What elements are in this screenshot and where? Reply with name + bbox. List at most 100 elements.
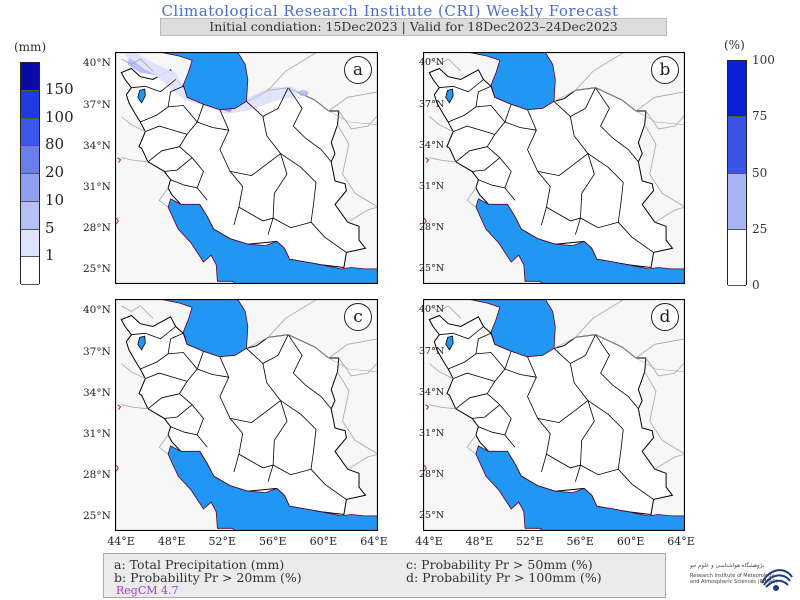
prob-legend-swatch	[728, 117, 746, 174]
persian-gulf	[167, 198, 378, 284]
lon-label: 44°E	[415, 535, 443, 548]
neighbor-boundary	[158, 434, 173, 458]
province-boundary	[553, 348, 595, 482]
province-boundary	[475, 332, 492, 354]
precip-legend-swatch	[21, 146, 39, 174]
lat-label: 28°N	[83, 222, 111, 235]
lat-label: 31°N	[419, 180, 445, 192]
lat-label: 37°N	[419, 98, 445, 110]
province-boundary	[246, 101, 288, 235]
neighbor-boundary	[575, 52, 625, 91]
coastline-fragment	[423, 464, 427, 472]
precip-legend-label: 1	[45, 246, 55, 265]
neighbor-boundary	[429, 116, 454, 132]
neighbor-boundary	[429, 157, 456, 163]
precip-legend-swatch	[21, 229, 39, 258]
province-boundary	[145, 372, 188, 382]
lat-label: 40°N	[419, 57, 445, 69]
lat-label: 40°N	[419, 304, 445, 316]
prob-legend-bar	[727, 60, 747, 286]
province-boundary	[197, 121, 229, 131]
neighbor-boundary	[553, 87, 685, 126]
logo-text-en2: and Atmospheric Sciences (RIMAS)	[690, 579, 778, 585]
precip-legend-label: 10	[45, 190, 65, 209]
precip-legend-swatch	[21, 118, 39, 147]
province-boundary	[131, 326, 176, 340]
coastline-fragment	[115, 464, 119, 472]
prob-legend-swatch	[728, 229, 746, 286]
forecast-subtitle: Initial condiation: 15Dec2023 | Valid fo…	[160, 18, 667, 36]
province-boundary	[230, 153, 281, 177]
province-boundary	[472, 404, 501, 419]
precip-legend-label: 20	[45, 163, 65, 181]
neighbor-boundary	[575, 299, 625, 338]
caspian-sea	[467, 52, 556, 111]
map-frame	[423, 299, 685, 531]
lon-label: 48°E	[465, 535, 494, 548]
province-boundary	[262, 334, 289, 364]
prob-legend-unit: (%)	[724, 38, 745, 52]
map-svg	[115, 299, 378, 531]
province-boundary	[262, 87, 289, 117]
lon-label: 48°E	[157, 535, 186, 548]
lat-label: 25°N	[419, 510, 445, 522]
province-boundary	[238, 453, 312, 476]
province-boundary	[478, 179, 505, 189]
logo-text-en1: Research Institute of Meteorology	[690, 573, 775, 579]
persian-gulf	[167, 445, 378, 531]
neighbor-boundary	[429, 58, 462, 72]
neighbor-boundary	[121, 157, 148, 163]
province-boundary	[280, 400, 347, 500]
panel-letter: a	[344, 56, 372, 84]
neighbor-boundary	[429, 305, 462, 319]
province-boundary	[280, 153, 347, 253]
province-boundary	[439, 79, 484, 93]
neighbor-boundary	[635, 338, 685, 359]
neighbor-boundary	[635, 91, 685, 112]
page-title: Climatological Research Institute (CRI) …	[161, 2, 619, 20]
province-boundary	[287, 334, 332, 410]
neighbor-boundary	[553, 334, 685, 373]
desc-c: c: Probability Pr > 50mm (%)	[406, 557, 593, 572]
precip-legend-swatch	[21, 201, 39, 230]
map-svg	[423, 52, 685, 284]
lake-urmia	[137, 335, 146, 351]
prob-legend-label: 75	[752, 109, 768, 124]
persian-gulf	[475, 198, 685, 284]
map-frame	[423, 52, 685, 284]
desc-d: d: Probability Pr > 100mm (%)	[406, 570, 602, 585]
map-svg	[115, 52, 378, 284]
prob-legend-label: 50	[752, 165, 768, 180]
province-boundary	[455, 146, 488, 163]
map-panel-a: a	[115, 52, 378, 284]
lon-label: 52°E	[516, 535, 544, 548]
lat-label: 34°N	[83, 139, 111, 152]
lat-label: 31°N	[83, 180, 111, 193]
province-boundary	[145, 125, 188, 135]
neighbor-boundary	[654, 206, 685, 223]
province-boundary	[527, 356, 551, 473]
neighbor-boundary	[121, 58, 154, 72]
coastline-fragment	[117, 157, 122, 163]
neighbor-boundary	[347, 206, 378, 223]
lat-label: 25°N	[83, 263, 111, 276]
rimas-logo-mark	[761, 569, 793, 591]
lake-urmia	[445, 335, 454, 351]
neighbor-boundary	[267, 299, 318, 338]
map-frame	[115, 52, 378, 284]
neighbor-boundary	[644, 124, 685, 208]
province-boundary	[238, 206, 312, 229]
prob-legend-label: 25	[752, 221, 768, 236]
neighbor-boundary	[121, 305, 154, 319]
province-boundary	[546, 206, 619, 229]
map-svg	[423, 299, 685, 531]
province-boundary	[546, 453, 619, 476]
province-boundary	[197, 368, 229, 378]
coastline-fragment	[115, 217, 119, 225]
lat-label: 28°N	[83, 469, 111, 482]
precip-legend-bar	[20, 62, 40, 285]
lon-label: 52°E	[208, 535, 236, 548]
lat-label: 37°N	[83, 98, 111, 111]
neighbor-boundary	[328, 91, 378, 112]
precip-legend-swatch	[21, 174, 39, 202]
